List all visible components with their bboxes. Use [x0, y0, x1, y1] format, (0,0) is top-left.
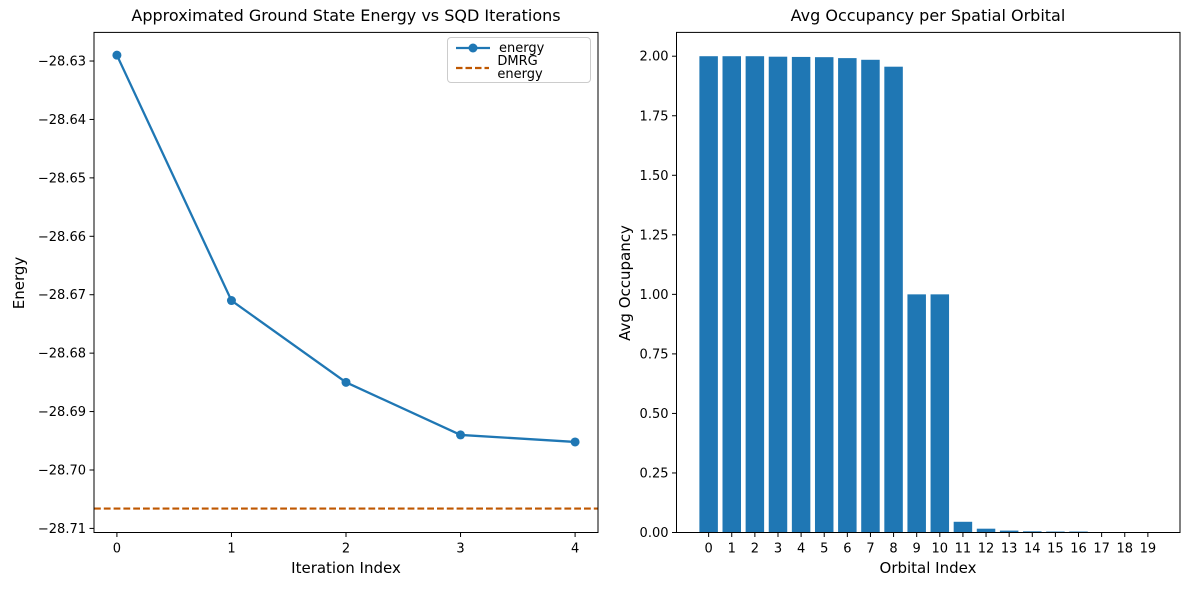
right-ytick-label: 2.00 [640, 50, 669, 65]
left-ytick-label: −28.70 [38, 463, 86, 478]
right-xtick-label: 2 [751, 542, 759, 557]
legend-entry-energy: energy [455, 41, 583, 55]
right-ytick-label: 0.50 [640, 407, 669, 422]
left-yaxis-label: Energy [10, 256, 28, 310]
occupancy-bar-1 [722, 56, 741, 533]
right-xtick-label: 7 [866, 542, 874, 557]
occupancy-bar-3 [768, 56, 788, 533]
right-xtick-label: 10 [932, 542, 949, 557]
right-xtick-label: 14 [1024, 542, 1041, 557]
left-xtick-label: 2 [342, 542, 350, 557]
right-chart-title: Avg Occupancy per Spatial Orbital [790, 6, 1066, 25]
right-xtick-label: 16 [1070, 542, 1087, 557]
right-xtick-label: 18 [1116, 542, 1133, 557]
right-xtick-label: 9 [913, 542, 921, 557]
left-ytick-label: −28.68 [38, 347, 86, 362]
occupancy-bar-10 [930, 294, 950, 533]
occupancy-bar-4 [791, 56, 811, 533]
right-ytick-label: 1.75 [640, 109, 669, 124]
energy-line-sample-icon [456, 43, 490, 53]
right-ytick-label: 1.25 [640, 228, 669, 243]
occupancy-bar-5 [814, 57, 834, 533]
energy-marker [226, 296, 236, 306]
left-xtick-label: 0 [113, 542, 121, 557]
left-ytick-label: −28.71 [38, 522, 86, 537]
right-xtick-label: 17 [1093, 542, 1110, 557]
left-ytick-label: −28.69 [38, 405, 86, 420]
right-xtick-label: 4 [797, 542, 805, 557]
right-xtick-label: 8 [889, 542, 897, 557]
occupancy-bar-6 [838, 58, 857, 533]
energy-sample-marker [468, 43, 478, 53]
left-ytick-label: −28.63 [38, 55, 86, 70]
right-xaxis-label: Orbital Index [879, 559, 977, 577]
right-axes-frame [676, 31, 1181, 534]
left-chart: −28.63 −28.64 −28.65 −28.66 −28.67 −28.68 −28.… [38, 31, 599, 557]
right-chart: 0.000.250.500.751.001.251.501.752.000 1 2 3… [640, 31, 1181, 557]
occupancy-bar-9 [907, 294, 926, 533]
occupancy-bar-14 [1023, 531, 1042, 533]
right-xtick-label: 12 [978, 542, 995, 557]
right-ytick-label: 0.00 [640, 526, 669, 541]
right-xtick-label: 15 [1047, 542, 1064, 557]
occupancy-bar-12 [976, 528, 996, 533]
left-ytick-label: −28.64 [38, 113, 86, 128]
energy-marker [341, 377, 351, 387]
right-xtick-label: 11 [955, 542, 972, 557]
legend-entry-dmrg: DMRG energy [455, 55, 583, 81]
occupancy-bar-11 [953, 521, 973, 533]
right-ytick-label: 0.75 [640, 347, 669, 362]
occupancy-bar-2 [745, 56, 765, 533]
left-xtick-label: 3 [456, 542, 464, 557]
energy-marker [112, 50, 122, 60]
right-ytick-label: 0.25 [640, 466, 669, 481]
right-ytick-label: 1.50 [640, 169, 669, 184]
occupancy-bar-13 [999, 530, 1019, 533]
dmrg-line-sample-icon [456, 66, 490, 70]
left-chart-title: Approximated Ground State Energy vs SQD … [131, 6, 561, 25]
occupancy-bar-8 [884, 66, 903, 533]
right-xtick-label: 6 [843, 542, 851, 557]
energy-marker [570, 437, 580, 447]
energy-marker [456, 430, 466, 440]
occupancy-bar-7 [861, 59, 880, 533]
legend: energy DMRG energy [447, 37, 591, 83]
left-ytick-label: −28.65 [38, 171, 86, 186]
right-xtick-label: 1 [728, 542, 736, 557]
right-xtick-label: 19 [1140, 542, 1157, 557]
left-ytick-label: −28.67 [38, 288, 86, 303]
left-xtick-label: 4 [571, 542, 579, 557]
left-xaxis-label: Iteration Index [291, 559, 401, 577]
right-yaxis-label: Avg Occupancy [616, 225, 634, 341]
right-xtick-label: 13 [1001, 542, 1018, 557]
legend-label-dmrg: DMRG energy [497, 54, 543, 82]
right-xtick-label: 3 [774, 542, 782, 557]
left-ytick-label: −28.66 [38, 230, 86, 245]
right-xtick-label: 5 [820, 542, 828, 557]
right-ytick-label: 1.00 [640, 288, 669, 303]
right-xtick-label: 0 [704, 542, 712, 557]
left-axes-frame [93, 31, 599, 534]
left-xtick-label: 1 [227, 542, 235, 557]
occupancy-bar-0 [699, 56, 718, 533]
legend-label-energy: energy [499, 40, 545, 56]
